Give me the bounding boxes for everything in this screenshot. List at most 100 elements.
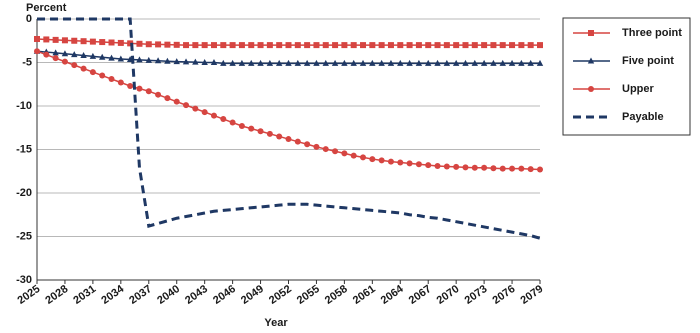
marker <box>322 59 329 66</box>
marker <box>248 42 255 49</box>
marker <box>518 59 525 66</box>
marker <box>285 42 292 49</box>
marker <box>276 42 283 49</box>
marker <box>313 59 320 66</box>
x-tick-label: 2058 <box>323 283 350 307</box>
marker <box>406 42 413 49</box>
marker <box>387 59 395 66</box>
marker <box>499 165 506 172</box>
x-tick-label: 2034 <box>99 283 127 307</box>
marker <box>536 59 544 66</box>
marker <box>434 59 441 66</box>
marker <box>71 51 78 58</box>
marker <box>229 59 236 66</box>
x-tick-label: 2049 <box>239 283 266 307</box>
marker <box>369 156 376 163</box>
marker <box>80 52 87 59</box>
marker <box>331 59 339 66</box>
marker <box>294 138 301 145</box>
x-tick-label: 2064 <box>379 283 407 307</box>
marker <box>155 41 162 48</box>
x-axis-label: Year <box>264 317 288 329</box>
marker <box>108 39 115 46</box>
marker <box>229 42 236 49</box>
marker <box>34 48 40 55</box>
marker <box>117 55 125 62</box>
marker <box>192 58 199 65</box>
marker <box>257 59 264 66</box>
marker <box>443 42 450 49</box>
series <box>37 17 541 240</box>
marker <box>406 59 413 66</box>
y-tick-label: -20 <box>16 187 32 199</box>
marker <box>52 55 59 62</box>
marker <box>201 109 208 116</box>
series <box>33 47 544 66</box>
marker <box>527 59 534 66</box>
marker <box>266 59 274 66</box>
x-tick-label: 2046 <box>211 283 238 307</box>
marker <box>164 57 171 64</box>
series-line <box>37 17 541 240</box>
marker <box>71 37 78 44</box>
marker <box>425 162 432 169</box>
x-tick-label: 2073 <box>463 283 490 307</box>
marker <box>453 163 460 170</box>
marker <box>43 36 50 43</box>
marker <box>378 157 385 164</box>
y-tick-label: -10 <box>16 100 32 112</box>
marker <box>71 62 78 69</box>
marker <box>248 59 255 66</box>
marker <box>220 59 227 66</box>
marker <box>452 59 460 66</box>
marker <box>276 133 283 140</box>
marker <box>415 59 423 66</box>
marker <box>350 59 357 66</box>
marker <box>285 136 292 143</box>
marker <box>192 42 199 49</box>
marker <box>99 39 106 46</box>
marker <box>471 42 478 49</box>
marker <box>52 49 59 56</box>
marker <box>80 65 87 72</box>
x-tick-label: 2031 <box>71 283 98 307</box>
marker <box>332 148 339 155</box>
marker <box>471 164 478 171</box>
marker <box>387 158 394 165</box>
y-tick-label: -25 <box>16 230 32 242</box>
y-tick-label: -15 <box>16 143 32 155</box>
x-tick-label: 2028 <box>43 283 70 307</box>
marker <box>127 82 134 89</box>
marker <box>99 53 106 60</box>
marker <box>61 50 69 57</box>
marker <box>509 42 516 49</box>
marker <box>136 40 143 47</box>
marker <box>248 125 255 132</box>
marker <box>322 146 329 153</box>
marker <box>304 42 311 49</box>
marker <box>294 59 302 66</box>
marker <box>220 42 227 49</box>
marker <box>387 42 394 49</box>
marker <box>164 41 171 48</box>
marker <box>183 102 190 109</box>
marker <box>509 165 516 172</box>
x-tick-label: 2061 <box>351 283 378 307</box>
marker <box>285 59 292 66</box>
marker <box>173 98 180 105</box>
marker <box>425 42 432 49</box>
marker <box>350 152 357 159</box>
marker <box>238 123 245 130</box>
marker <box>108 76 115 83</box>
marker <box>266 42 273 49</box>
marker <box>588 86 594 92</box>
marker <box>34 36 40 43</box>
marker <box>145 56 152 63</box>
marker <box>192 105 199 112</box>
marker <box>341 42 348 49</box>
marker <box>587 57 595 64</box>
marker <box>61 37 68 44</box>
x-tick-label: 2055 <box>295 283 322 307</box>
marker <box>182 58 190 65</box>
marker <box>304 141 311 148</box>
